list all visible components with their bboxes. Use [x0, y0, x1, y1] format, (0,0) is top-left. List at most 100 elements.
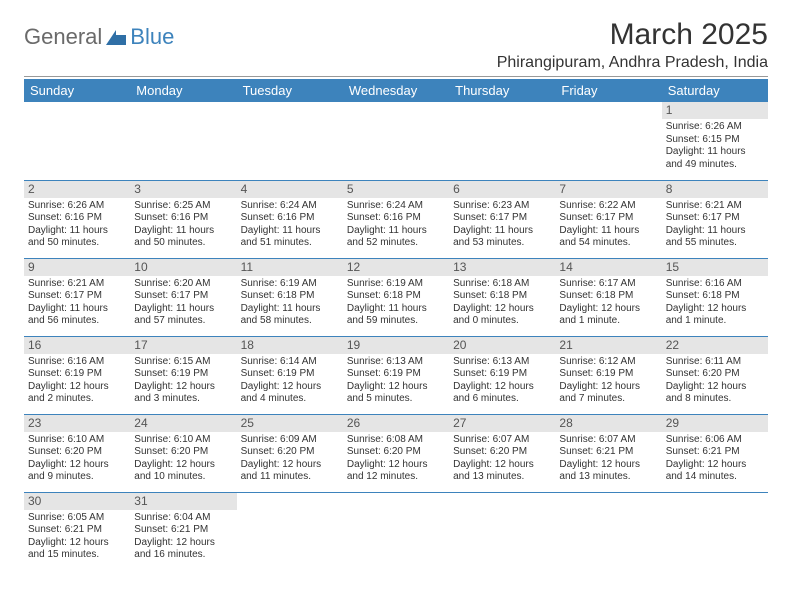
calendar-cell: 20Sunrise: 6:13 AMSunset: 6:19 PMDayligh…	[449, 336, 555, 414]
sunrise-text: Sunrise: 6:24 AM	[347, 200, 445, 213]
day-number: 19	[343, 337, 449, 354]
day-number: 16	[24, 337, 130, 354]
sunset-text: Sunset: 6:19 PM	[134, 368, 232, 381]
calendar-cell: 12Sunrise: 6:19 AMSunset: 6:18 PMDayligh…	[343, 258, 449, 336]
daylight-text: Daylight: 11 hours and 56 minutes.	[28, 303, 126, 328]
calendar-cell: 29Sunrise: 6:06 AMSunset: 6:21 PMDayligh…	[662, 414, 768, 492]
calendar-cell: 9Sunrise: 6:21 AMSunset: 6:17 PMDaylight…	[24, 258, 130, 336]
sunset-text: Sunset: 6:20 PM	[134, 446, 232, 459]
day-number: 29	[662, 415, 768, 432]
calendar-cell-empty	[449, 102, 555, 180]
day-number: 27	[449, 415, 555, 432]
calendar-head: SundayMondayTuesdayWednesdayThursdayFrid…	[24, 79, 768, 102]
daylight-text: Daylight: 11 hours and 58 minutes.	[241, 303, 339, 328]
sunset-text: Sunset: 6:18 PM	[666, 290, 764, 303]
location-text: Phirangipuram, Andhra Pradesh, India	[497, 54, 768, 72]
day-number: 14	[555, 259, 661, 276]
sunset-text: Sunset: 6:19 PM	[28, 368, 126, 381]
day-number: 26	[343, 415, 449, 432]
sunset-text: Sunset: 6:19 PM	[241, 368, 339, 381]
sunset-text: Sunset: 6:18 PM	[453, 290, 551, 303]
calendar-week: 1Sunrise: 6:26 AMSunset: 6:15 PMDaylight…	[24, 102, 768, 180]
calendar-cell-empty	[130, 102, 236, 180]
calendar-cell: 18Sunrise: 6:14 AMSunset: 6:19 PMDayligh…	[237, 336, 343, 414]
flag-icon	[106, 30, 126, 45]
daylight-text: Daylight: 12 hours and 16 minutes.	[134, 537, 232, 562]
day-number: 21	[555, 337, 661, 354]
calendar-week: 2Sunrise: 6:26 AMSunset: 6:16 PMDaylight…	[24, 180, 768, 258]
daylight-text: Daylight: 12 hours and 0 minutes.	[453, 303, 551, 328]
calendar-cell-empty	[343, 102, 449, 180]
calendar-cell: 6 Sunrise: 6:23 AMSunset: 6:17 PMDaylight…	[449, 180, 555, 258]
day-number: 28	[555, 415, 661, 432]
calendar-cell: 28Sunrise: 6:07 AMSunset: 6:21 PMDayligh…	[555, 414, 661, 492]
day-number: 7	[555, 181, 661, 198]
sunrise-text: Sunrise: 6:15 AM	[134, 356, 232, 369]
day-number: 4	[237, 181, 343, 198]
calendar-cell: 3Sunrise: 6:25 AMSunset: 6:16 PMDaylight…	[130, 180, 236, 258]
sunrise-text: Sunrise: 6:22 AM	[559, 200, 657, 213]
sunset-text: Sunset: 6:15 PM	[666, 134, 764, 147]
daylight-text: Daylight: 11 hours and 55 minutes.	[666, 225, 764, 250]
calendar-cell-empty	[24, 102, 130, 180]
sunrise-text: Sunrise: 6:10 AM	[28, 434, 126, 447]
day-number: 12	[343, 259, 449, 276]
month-title: March 2025	[497, 18, 768, 52]
daylight-text: Daylight: 12 hours and 15 minutes.	[28, 537, 126, 562]
weekday-header: Friday	[555, 79, 661, 102]
sunset-text: Sunset: 6:21 PM	[28, 524, 126, 537]
sunrise-text: Sunrise: 6:07 AM	[453, 434, 551, 447]
daylight-text: Daylight: 11 hours and 49 minutes.	[666, 146, 764, 171]
sunrise-text: Sunrise: 6:05 AM	[28, 512, 126, 525]
calendar-cell: 7Sunrise: 6:22 AMSunset: 6:17 PMDaylight…	[555, 180, 661, 258]
day-number: 17	[130, 337, 236, 354]
sunrise-text: Sunrise: 6:20 AM	[134, 278, 232, 291]
calendar-body: 1Sunrise: 6:26 AMSunset: 6:15 PMDaylight…	[24, 102, 768, 570]
daylight-text: Daylight: 11 hours and 52 minutes.	[347, 225, 445, 250]
calendar-cell: 23Sunrise: 6:10 AMSunset: 6:20 PMDayligh…	[24, 414, 130, 492]
daylight-text: Daylight: 12 hours and 3 minutes.	[134, 381, 232, 406]
daylight-text: Daylight: 12 hours and 12 minutes.	[347, 459, 445, 484]
day-number: 31	[130, 493, 236, 510]
calendar-cell-empty	[343, 492, 449, 570]
sunset-text: Sunset: 6:17 PM	[453, 212, 551, 225]
day-number: 11	[237, 259, 343, 276]
sunset-text: Sunset: 6:17 PM	[559, 212, 657, 225]
day-number: 22	[662, 337, 768, 354]
sunrise-text: Sunrise: 6:16 AM	[28, 356, 126, 369]
day-number: 25	[237, 415, 343, 432]
sunset-text: Sunset: 6:21 PM	[666, 446, 764, 459]
day-number: 6	[449, 181, 555, 198]
day-number: 23	[24, 415, 130, 432]
daylight-text: Daylight: 12 hours and 8 minutes.	[666, 381, 764, 406]
sunrise-text: Sunrise: 6:17 AM	[559, 278, 657, 291]
daylight-text: Daylight: 11 hours and 53 minutes.	[453, 225, 551, 250]
sunset-text: Sunset: 6:19 PM	[347, 368, 445, 381]
daylight-text: Daylight: 12 hours and 13 minutes.	[559, 459, 657, 484]
divider	[24, 76, 768, 77]
daylight-text: Daylight: 12 hours and 1 minute.	[559, 303, 657, 328]
sunset-text: Sunset: 6:18 PM	[559, 290, 657, 303]
daylight-text: Daylight: 12 hours and 14 minutes.	[666, 459, 764, 484]
sunset-text: Sunset: 6:17 PM	[28, 290, 126, 303]
sunrise-text: Sunrise: 6:04 AM	[134, 512, 232, 525]
daylight-text: Daylight: 12 hours and 9 minutes.	[28, 459, 126, 484]
sunrise-text: Sunrise: 6:23 AM	[453, 200, 551, 213]
sunset-text: Sunset: 6:20 PM	[666, 368, 764, 381]
sunrise-text: Sunrise: 6:24 AM	[241, 200, 339, 213]
daylight-text: Daylight: 11 hours and 50 minutes.	[28, 225, 126, 250]
sunset-text: Sunset: 6:21 PM	[134, 524, 232, 537]
calendar-cell: 21Sunrise: 6:12 AMSunset: 6:19 PMDayligh…	[555, 336, 661, 414]
sunset-text: Sunset: 6:16 PM	[241, 212, 339, 225]
daylight-text: Daylight: 12 hours and 11 minutes.	[241, 459, 339, 484]
sunrise-text: Sunrise: 6:13 AM	[453, 356, 551, 369]
calendar-cell-empty	[449, 492, 555, 570]
day-number: 10	[130, 259, 236, 276]
calendar-cell: 30Sunrise: 6:05 AMSunset: 6:21 PMDayligh…	[24, 492, 130, 570]
sunrise-text: Sunrise: 6:08 AM	[347, 434, 445, 447]
weekday-header: Wednesday	[343, 79, 449, 102]
daylight-text: Daylight: 12 hours and 7 minutes.	[559, 381, 657, 406]
day-number: 3	[130, 181, 236, 198]
sunrise-text: Sunrise: 6:18 AM	[453, 278, 551, 291]
day-number: 9	[24, 259, 130, 276]
